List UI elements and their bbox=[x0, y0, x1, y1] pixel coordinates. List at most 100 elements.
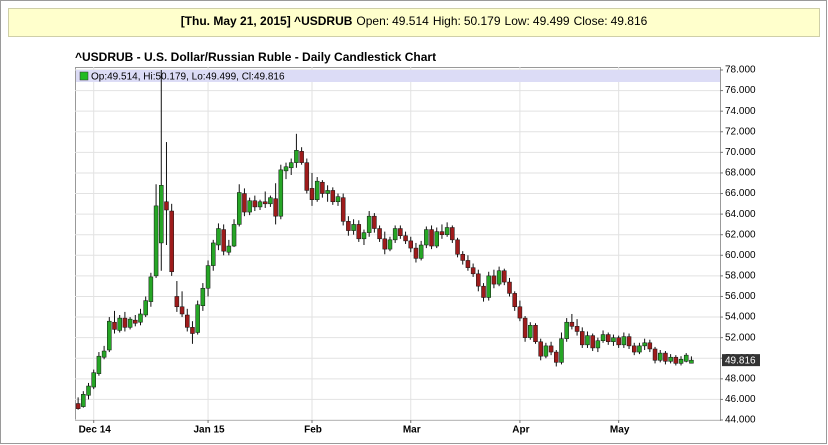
candle-body bbox=[580, 331, 585, 346]
x-tick-label: Mar bbox=[403, 425, 421, 436]
candle-body bbox=[143, 300, 148, 316]
header-value: 50.179 bbox=[464, 14, 501, 28]
candle-body bbox=[678, 359, 684, 364]
candle-body bbox=[481, 285, 486, 298]
candle-body bbox=[226, 245, 232, 253]
y-tick-label: 64.000 bbox=[725, 209, 756, 220]
candle-body bbox=[231, 224, 237, 247]
legend-value: 49.816 bbox=[254, 71, 285, 82]
candle-body bbox=[559, 338, 564, 363]
candle-body bbox=[564, 321, 569, 339]
header-title: [Thu. May 21, 2015] ^USDRUB bbox=[181, 14, 353, 28]
header-value: 49.514 bbox=[392, 14, 429, 28]
candle-body bbox=[460, 254, 465, 261]
candle-body bbox=[585, 335, 590, 346]
candle-body bbox=[606, 334, 611, 343]
y-tick-label: 56.000 bbox=[725, 291, 756, 302]
x-tick-label: Feb bbox=[304, 425, 322, 436]
candle-body bbox=[408, 240, 414, 249]
legend-text: Op:49.514, Hi:50.179, Lo:49.499, Cl:49.8… bbox=[91, 71, 285, 82]
candle-body bbox=[169, 210, 174, 273]
candle-body bbox=[356, 224, 362, 240]
candle-body bbox=[190, 327, 195, 334]
candle-body bbox=[616, 337, 621, 346]
candle-body bbox=[548, 345, 554, 353]
candle-body bbox=[325, 190, 330, 194]
candle-body bbox=[642, 342, 647, 347]
candle-body bbox=[574, 326, 580, 332]
candle-body bbox=[647, 342, 653, 350]
candle-body bbox=[101, 350, 107, 358]
candle-body bbox=[153, 205, 159, 277]
candle-body bbox=[288, 162, 294, 169]
last-price-tag bbox=[722, 354, 760, 367]
candle-body bbox=[517, 306, 523, 319]
y-tick-label: 54.000 bbox=[725, 312, 756, 323]
candle-body bbox=[668, 356, 673, 362]
candle-body bbox=[262, 201, 268, 205]
candle-body bbox=[631, 345, 637, 353]
candle-body bbox=[294, 150, 299, 163]
candle-body bbox=[159, 185, 164, 244]
candle-body bbox=[657, 352, 663, 361]
candle-body bbox=[372, 215, 377, 229]
candle-body bbox=[673, 356, 679, 364]
candle-body bbox=[273, 198, 278, 217]
x-tick-label: Apr bbox=[512, 425, 529, 436]
candle-body bbox=[538, 341, 543, 357]
candle-body bbox=[621, 336, 627, 346]
y-tick-label: 52.000 bbox=[725, 332, 756, 343]
candle-body bbox=[507, 281, 512, 294]
legend-label: Op: bbox=[91, 71, 107, 82]
candle-body bbox=[470, 267, 476, 275]
candle-body bbox=[185, 314, 190, 328]
y-tick-label: 70.000 bbox=[725, 147, 756, 158]
candle-body bbox=[236, 192, 242, 225]
candle-body bbox=[330, 190, 336, 203]
candle-body bbox=[242, 193, 247, 213]
candle-body bbox=[439, 231, 445, 235]
candle-body bbox=[283, 166, 289, 172]
chart-title: ^USDRUB - U.S. Dollar/Russian Ruble - Da… bbox=[75, 50, 436, 64]
candle-body bbox=[444, 227, 450, 235]
header-label: Open: bbox=[356, 14, 389, 28]
legend-label: , Lo: bbox=[186, 71, 205, 82]
y-tick-label: 60.000 bbox=[725, 250, 756, 261]
candle-body bbox=[117, 317, 122, 331]
candle-body bbox=[476, 273, 481, 287]
legend-label: , Hi: bbox=[138, 71, 156, 82]
y-tick-label: 76.000 bbox=[725, 85, 756, 96]
candle-body bbox=[569, 321, 575, 327]
candle-body bbox=[434, 231, 439, 247]
candle-body bbox=[164, 201, 169, 211]
candle-body bbox=[205, 265, 211, 289]
candle-body bbox=[138, 313, 143, 323]
candle-body bbox=[611, 337, 616, 343]
candle-body bbox=[366, 215, 372, 233]
candle-body bbox=[268, 197, 273, 205]
candle-body bbox=[637, 345, 642, 353]
candle-body bbox=[314, 180, 320, 200]
plot-area bbox=[75, 67, 721, 421]
x-tick-label: Dec 14 bbox=[79, 425, 112, 436]
candle-body bbox=[216, 228, 221, 246]
candle-body bbox=[392, 228, 398, 241]
candle-body bbox=[304, 162, 310, 191]
header-box bbox=[8, 8, 820, 37]
candle-body bbox=[429, 229, 434, 247]
candle-body bbox=[133, 319, 138, 324]
candle-body bbox=[455, 239, 460, 255]
candle-body bbox=[340, 197, 346, 222]
candle-body bbox=[663, 352, 668, 362]
candle-body bbox=[554, 351, 559, 363]
candle-body bbox=[211, 242, 216, 266]
candle-body bbox=[81, 394, 86, 407]
header-label: High: bbox=[433, 14, 461, 28]
candle-body bbox=[522, 317, 528, 338]
candle-body bbox=[278, 169, 284, 217]
candle-body bbox=[689, 359, 694, 364]
candle-body bbox=[413, 247, 419, 259]
y-tick-label: 48.000 bbox=[725, 373, 756, 384]
candle-body bbox=[299, 151, 304, 163]
